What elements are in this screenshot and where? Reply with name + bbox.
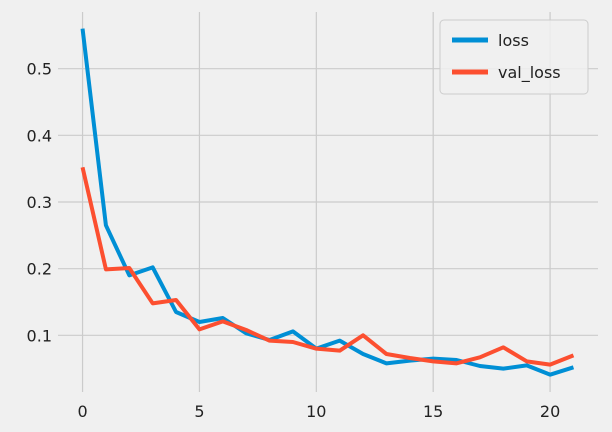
legend-label-loss: loss [498,31,529,50]
legend: loss val_loss [439,19,589,95]
y-tick-label: 0.2 [27,260,52,279]
x-tick-label: 15 [423,402,443,421]
y-tick-label: 0.5 [27,60,52,79]
y-tick-label: 0.4 [27,126,52,145]
x-tick-label: 0 [77,402,87,421]
series-layer [80,28,575,377]
series-line-loss [80,28,575,377]
y-tick-label: 0.1 [27,326,52,345]
legend-label-val-loss: val_loss [498,63,561,83]
tick-labels: 0 5 10 15 20 0.1 0.2 0.3 0.4 0.5 [27,60,561,421]
y-tick-label: 0.3 [27,193,52,212]
x-tick-label: 5 [194,402,204,421]
series-line-val-loss [80,166,575,367]
x-tick-label: 20 [540,402,560,421]
x-tick-label: 10 [306,402,326,421]
